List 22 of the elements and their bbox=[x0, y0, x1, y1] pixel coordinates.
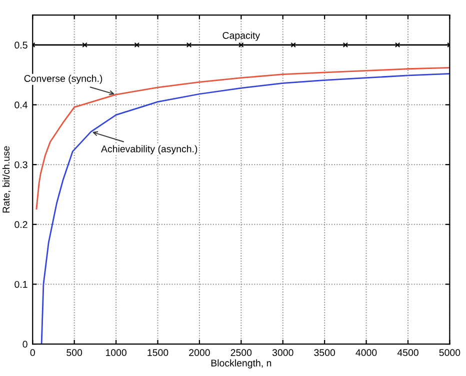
y-tick-label: 0 bbox=[22, 340, 28, 348]
x-tick-label: 3000 bbox=[272, 349, 294, 356]
x-tick-label: 2000 bbox=[189, 349, 210, 356]
x-tick-label: 1500 bbox=[148, 349, 168, 356]
x-tick-label: 500 bbox=[66, 349, 82, 356]
x-tick-label: 4000 bbox=[356, 349, 377, 356]
y-tick-label: 0.2 bbox=[14, 221, 28, 228]
y-tick-label: 0.5 bbox=[14, 42, 28, 49]
x-tick-label: 2500 bbox=[230, 349, 252, 356]
x-axis-title: Blocklength, n bbox=[211, 359, 272, 368]
x-tick-label: 5000 bbox=[439, 349, 460, 356]
y-axis-title: Rate, bit/ch.use bbox=[2, 146, 11, 213]
y-tick-label: 0.4 bbox=[14, 102, 28, 108]
y-tick-label: 0.1 bbox=[14, 280, 28, 288]
x-tick-label: 1000 bbox=[106, 349, 126, 356]
series-label: Achievability (asynch.) bbox=[101, 145, 198, 154]
y-tick-label: 0.3 bbox=[14, 161, 28, 168]
x-tick-label: 4500 bbox=[397, 349, 418, 356]
series-label: Capacity bbox=[222, 32, 260, 41]
x-tick-label: 0 bbox=[30, 349, 35, 356]
series-label: Converse (synch.) bbox=[24, 74, 102, 84]
x-tick-label: 3500 bbox=[314, 349, 336, 356]
